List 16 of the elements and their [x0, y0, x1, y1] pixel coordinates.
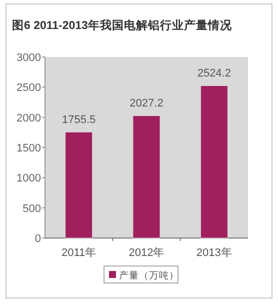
- data-label: 2027.2: [130, 98, 164, 110]
- y-tick-label: 2000: [16, 112, 41, 124]
- data-label: 2524.2: [197, 68, 231, 80]
- x-tick-label: 2012年: [128, 247, 164, 259]
- y-tick-label: 2500: [16, 82, 41, 94]
- legend-label: 产量（万吨）: [119, 270, 179, 282]
- data-label: 1755.5: [62, 114, 96, 126]
- x-tick-label: 2013年: [196, 247, 232, 259]
- y-tick-label: 3000: [16, 52, 41, 64]
- y-tick-label: 1000: [16, 172, 41, 185]
- legend: 产量（万吨）: [104, 266, 179, 284]
- y-tick-label: 1500: [16, 142, 41, 154]
- x-tick-label: 2011年: [62, 247, 96, 259]
- y-tick-label: 500: [22, 202, 41, 215]
- y-tick-label: 0: [34, 233, 41, 245]
- title: 图6 2011-2013年我国电解铝行业产量情况: [12, 20, 232, 32]
